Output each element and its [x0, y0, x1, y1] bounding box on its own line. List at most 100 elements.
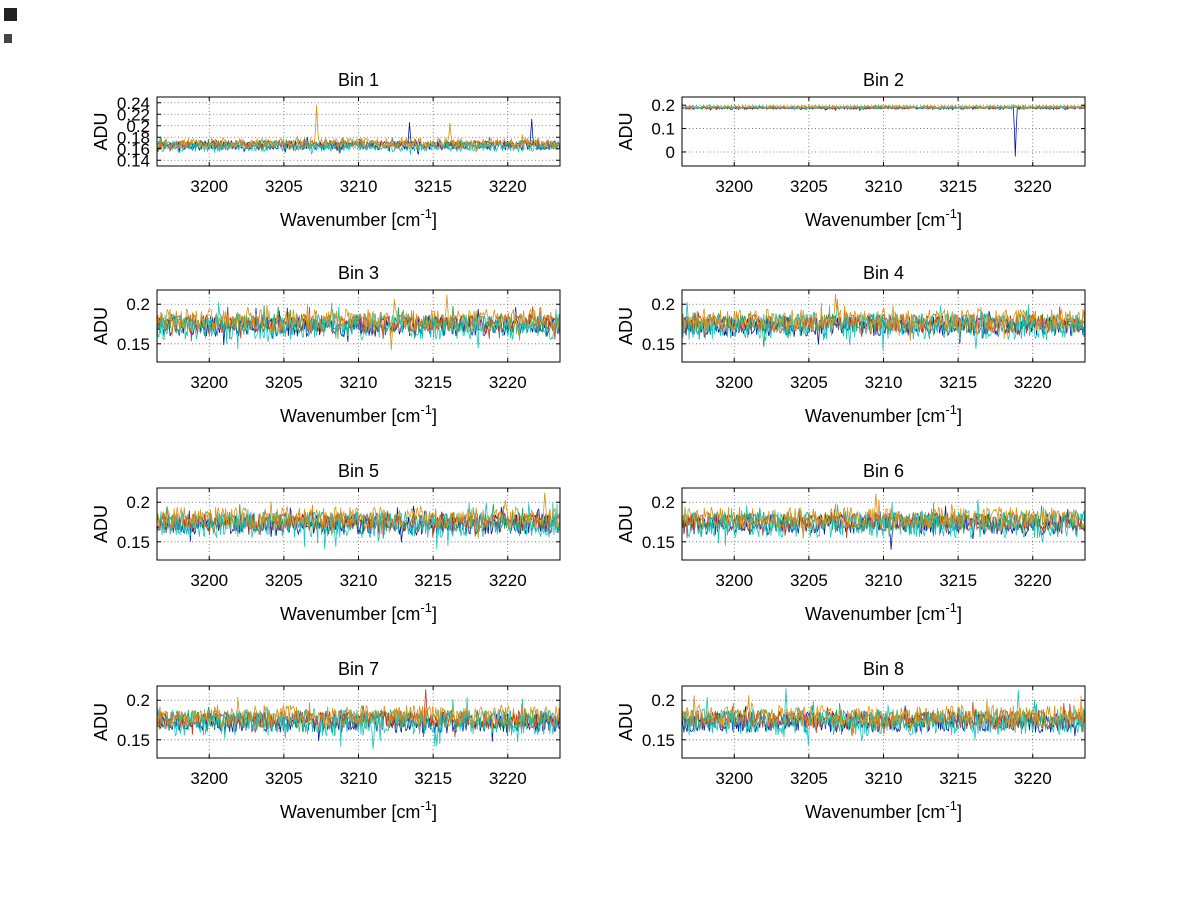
y-tick-label: 0.2 [126, 691, 150, 710]
series-orange [682, 293, 1085, 341]
subplot-title: Bin 7 [338, 659, 379, 679]
axis-box [681, 487, 1086, 561]
y-tick-label: 0.1 [651, 120, 675, 139]
y-axis-label: ADU [616, 505, 636, 543]
y-tick-label: 0.15 [642, 731, 675, 750]
axis-box [156, 289, 561, 363]
x-tick-label: 3205 [790, 177, 828, 196]
x-tick-label: 3215 [939, 177, 977, 196]
x-axis-label: Wavenumber [cm-1] [805, 206, 962, 230]
x-tick-label: 3215 [414, 177, 452, 196]
x-tick-label: 3210 [865, 373, 903, 392]
x-axis-label: Wavenumber [cm-1] [280, 206, 437, 230]
subplot-title: Bin 6 [863, 461, 904, 481]
x-tick-label: 3210 [865, 769, 903, 788]
x-tick-label: 3220 [1014, 769, 1052, 788]
y-tick-label: 0.24 [117, 94, 150, 113]
x-tick-label: 3210 [340, 571, 378, 590]
axis-box [156, 96, 561, 167]
screen-artifact-icon [4, 8, 17, 21]
x-tick-label: 3205 [265, 571, 303, 590]
series-orange [682, 103, 1085, 111]
subplot-title: Bin 3 [338, 263, 379, 283]
x-tick-label: 3215 [414, 571, 452, 590]
x-tick-label: 3200 [190, 571, 228, 590]
x-axis-label: Wavenumber [cm-1] [280, 402, 437, 426]
x-tick-label: 3220 [489, 769, 527, 788]
x-tick-label: 3215 [939, 769, 977, 788]
x-tick-label: 3200 [715, 571, 753, 590]
y-tick-label: 0.2 [126, 493, 150, 512]
y-tick-label: 0.22 [117, 105, 150, 124]
subplot-title: Bin 4 [863, 263, 904, 283]
x-tick-label: 3200 [715, 769, 753, 788]
subplot-bin-5: 3200 3205 3210 3215 3220 0.15 0.2 Bin 5 ADU Waven… [91, 461, 561, 624]
y-axis-label: ADU [616, 703, 636, 741]
y-tick-label: 0.2 [651, 691, 675, 710]
y-tick-label: 0.15 [642, 335, 675, 354]
subplot-bin-6: 3200 3205 3210 3215 3220 0.15 0.2 Bin 6 ADU Waven… [616, 461, 1086, 624]
subplot-bin-7: 3200 3205 3210 3215 3220 0.15 0.2 Bin 7 ADU Waven… [91, 659, 561, 822]
subplot-title: Bin 1 [338, 70, 379, 90]
x-tick-label: 3210 [340, 373, 378, 392]
x-tick-label: 3215 [414, 373, 452, 392]
subplot-bin-4: 3200 3205 3210 3215 3220 0.15 0.2 Bin 4 ADU Waven… [616, 263, 1086, 426]
x-tick-label: 3220 [489, 373, 527, 392]
y-tick-label: 0 [666, 143, 675, 162]
x-axis-label: Wavenumber [cm-1] [280, 798, 437, 822]
subplot-bin-8: 3200 3205 3210 3215 3220 0.15 0.2 Bin 8 ADU Waven… [616, 659, 1086, 822]
series-cyan [157, 137, 560, 155]
x-axis-label: Wavenumber [cm-1] [805, 798, 962, 822]
x-tick-label: 3200 [190, 177, 228, 196]
subplot-bin-1: 3200 3205 3210 3215 3220 0.140.160.180.20.220… [91, 70, 561, 230]
x-tick-label: 3220 [489, 177, 527, 196]
x-tick-label: 3210 [865, 177, 903, 196]
x-tick-label: 3220 [1014, 373, 1052, 392]
x-tick-label: 3215 [939, 373, 977, 392]
axis-box [681, 289, 1086, 363]
x-tick-label: 3220 [489, 571, 527, 590]
x-tick-label: 3200 [190, 373, 228, 392]
x-tick-label: 3205 [790, 769, 828, 788]
x-tick-label: 3220 [1014, 571, 1052, 590]
y-tick-label: 0.2 [126, 117, 150, 136]
y-tick-label: 0.15 [642, 533, 675, 552]
series-orange [157, 105, 560, 153]
axis-box [156, 685, 561, 759]
x-tick-label: 3220 [1014, 177, 1052, 196]
series-blue [682, 104, 1085, 157]
series-orange [682, 493, 1085, 539]
axis-box [156, 487, 561, 561]
series-orange [682, 695, 1085, 737]
x-axis-label: Wavenumber [cm-1] [280, 600, 437, 624]
y-axis-label: ADU [616, 307, 636, 345]
x-tick-label: 3205 [265, 177, 303, 196]
x-tick-label: 3205 [790, 373, 828, 392]
y-tick-label: 0.18 [117, 128, 150, 147]
y-tick-label: 0.2 [651, 295, 675, 314]
y-tick-label: 0.15 [117, 533, 150, 552]
y-tick-label: 0.2 [651, 96, 675, 115]
y-axis-label: ADU [616, 112, 636, 150]
subplot-title: Bin 5 [338, 461, 379, 481]
subplot-bin-2: 3200 3205 3210 3215 3220 0 0.1 0.2 Bin 2 ADU Waven… [616, 70, 1086, 230]
y-tick-label: 0.15 [117, 731, 150, 750]
y-axis-label: ADU [91, 703, 111, 741]
subplot-bin-3: 3200 3205 3210 3215 3220 0.15 0.2 Bin 3 ADU Waven… [91, 263, 561, 426]
x-tick-label: 3205 [265, 769, 303, 788]
x-tick-label: 3200 [715, 373, 753, 392]
x-tick-label: 3205 [790, 571, 828, 590]
series-orange [157, 492, 560, 539]
y-tick-label: 0.14 [117, 151, 150, 170]
x-tick-label: 3210 [340, 769, 378, 788]
y-tick-label: 0.15 [117, 335, 150, 354]
x-axis-label: Wavenumber [cm-1] [805, 600, 962, 624]
series-orange [157, 294, 560, 351]
x-tick-label: 3205 [265, 373, 303, 392]
x-tick-label: 3200 [715, 177, 753, 196]
x-tick-label: 3210 [865, 571, 903, 590]
x-tick-label: 3215 [939, 571, 977, 590]
x-tick-label: 3200 [190, 769, 228, 788]
